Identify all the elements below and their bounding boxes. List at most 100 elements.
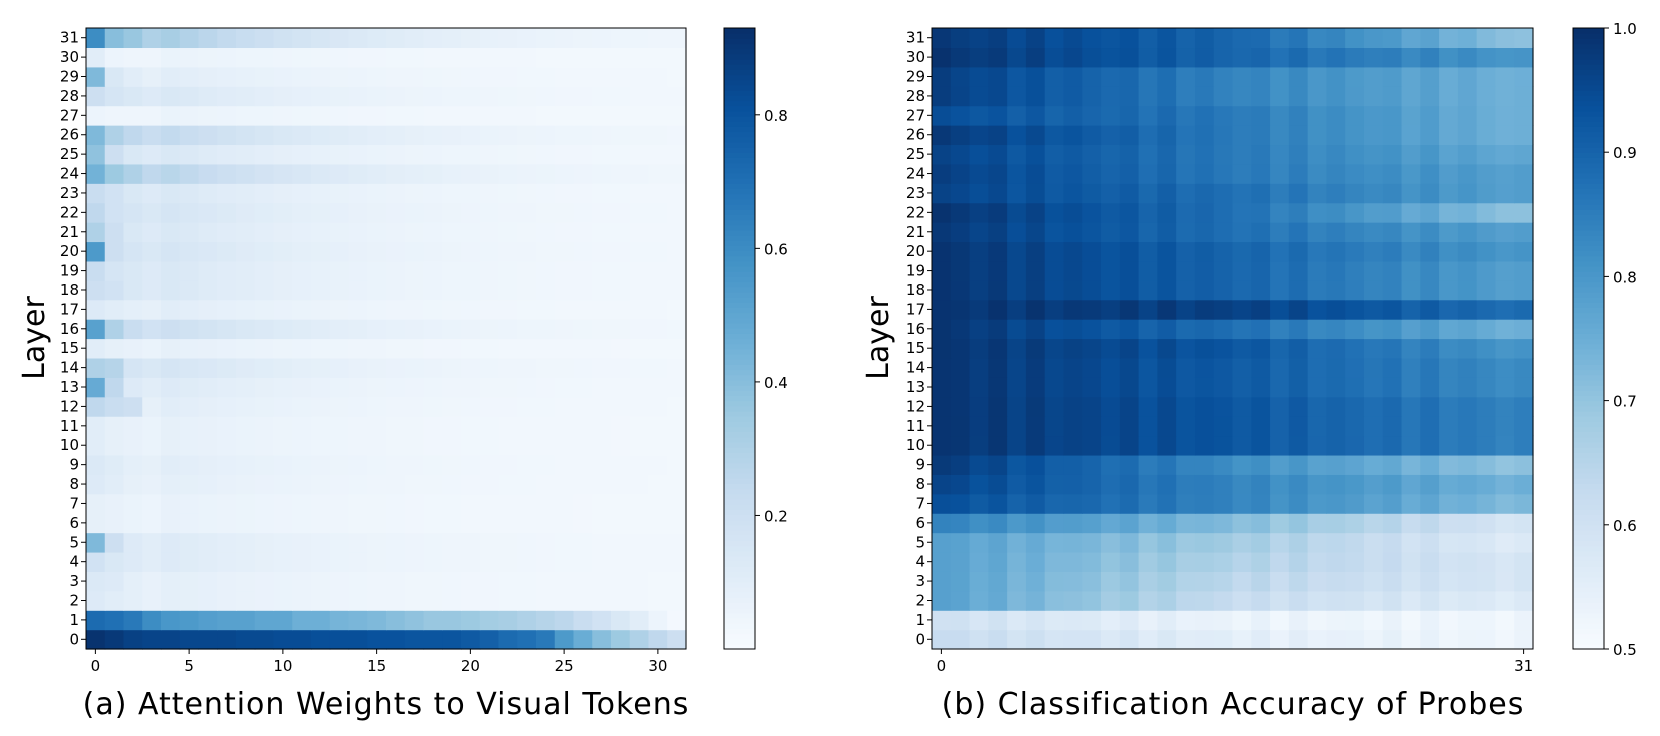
heatmap-b-cell-r12-c8 (1082, 396, 1102, 417)
heatmap-a-cell-r9-c23 (517, 454, 537, 475)
heatmap-a-cell-r1-c4 (161, 610, 181, 631)
heatmap-a-cell-r26-c22 (498, 125, 518, 146)
heatmap-a-cell-r23-c27 (592, 183, 612, 204)
colorbar-b-gradient-step-81 (1573, 224, 1604, 231)
heatmap-b-cell-r10-c16 (1232, 435, 1252, 456)
heatmap-b-cell-r31-c25 (1401, 28, 1421, 49)
heatmap-b-cell-r7-c25 (1401, 493, 1421, 514)
heatmap-a-cell-r6-c15 (367, 513, 387, 534)
heatmap-a-cell-r31-c7 (217, 28, 237, 49)
heatmap-b-cell-r27-c15 (1213, 105, 1234, 126)
heatmap-a-cell-r28-c10 (273, 86, 293, 107)
colorbar-a-gradient-step-94 (724, 157, 755, 164)
heatmap-a-cell-r22-c3 (142, 202, 162, 223)
colorbar-b-gradient-step-96 (1573, 147, 1604, 153)
heatmap-a-cell-r19-c11 (292, 260, 312, 281)
heatmap-a-cell-r8-c21 (479, 474, 500, 495)
heatmap-b-cell-r28-c19 (1288, 86, 1309, 107)
heatmap-b-cell-r24-c29 (1476, 163, 1497, 184)
colorbar-b-gradient-step-115 (1573, 48, 1604, 55)
heatmap-b-cell-r31-c6 (1044, 28, 1065, 49)
heatmap-a-cell-r19-c31 (667, 260, 687, 281)
heatmap-b-cell-r11-c3 (988, 416, 1008, 437)
heatmap-a-cell-r17-c15 (367, 299, 387, 320)
heatmap-b-cell-r20-c20 (1307, 241, 1328, 262)
heatmap-a-cell-r14-c26 (573, 357, 593, 378)
colorbar-b-gradient-step-106 (1573, 95, 1604, 102)
heatmap-b-cell-r28-c21 (1326, 86, 1346, 107)
heatmap-b-cell-r12-c23 (1363, 396, 1384, 417)
heatmap-b-cell-r9-c4 (1007, 454, 1027, 475)
heatmap-a-cell-r31-c13 (329, 28, 350, 49)
heatmap-b-cell-r8-c10 (1119, 474, 1140, 495)
heatmap-a-cell-r6-c0 (86, 513, 106, 534)
heatmap-a-cell-r9-c18 (423, 454, 443, 475)
colorbar-b-gradient-step-1 (1573, 638, 1604, 645)
colorbar-a-gradient-step-83 (724, 214, 755, 221)
heatmap-b-cell-r21-c13 (1176, 222, 1196, 243)
heatmap-a-cell-r4-c11 (292, 551, 312, 572)
heatmap-a-cell-r23-c23 (517, 183, 537, 204)
heatmap-b-cell-r18-c24 (1382, 280, 1403, 301)
heatmap-a-cell-r21-c8 (236, 222, 256, 243)
heatmap-a-cell-r8-c23 (517, 474, 537, 495)
heatmap-a-cell-r29-c7 (217, 66, 237, 87)
heatmap-a-cell-r31-c11 (292, 28, 312, 49)
heatmap-b-cell-r26-c30 (1495, 125, 1515, 146)
heatmap-b-cell-r2-c17 (1251, 590, 1271, 611)
colorbar-a-gradient-step-79 (724, 235, 755, 241)
colorbar-b-gradient-step-47 (1573, 400, 1604, 407)
heatmap-b-cell-r17-c17 (1251, 299, 1271, 320)
heatmap-a-cell-r31-c14 (348, 28, 368, 49)
heatmap-a-cell-r15-c8 (236, 338, 256, 359)
heatmap-b-cell-r5-c22 (1345, 532, 1365, 553)
colorbar-b-gradient-step-119 (1573, 28, 1604, 34)
heatmap-a-cell-r23-c18 (423, 183, 443, 204)
heatmap-b-cell-r29-c3 (988, 66, 1008, 87)
heatmap-b-cell-r11-c1 (950, 416, 971, 437)
heatmap-b-cell-r12-c0 (932, 396, 952, 417)
heatmap-a-cell-r0-c1 (104, 629, 125, 650)
heatmap-b-cell-r18-c16 (1232, 280, 1252, 301)
heatmap-b-cell-r2-c1 (950, 590, 971, 611)
heatmap-a-cell-r30-c23 (517, 47, 537, 68)
heatmap-a-cell-r16-c29 (629, 319, 650, 340)
heatmap-a-cell-r27-c2 (123, 105, 143, 126)
heatmap-a-cell-r9-c27 (592, 454, 612, 475)
heatmap-b-cell-r18-c21 (1326, 280, 1346, 301)
heatmap-b-cell-r11-c17 (1251, 416, 1271, 437)
heatmap-a-cell-r12-c31 (667, 396, 687, 417)
heatmap-a-cell-r16-c28 (611, 319, 631, 340)
heatmap-b-cell-r10-c4 (1007, 435, 1027, 456)
heatmap-b-cell-r23-c0 (932, 183, 952, 204)
heatmap-a-cell-r1-c8 (236, 610, 256, 631)
heatmap-b-cell-r7-c8 (1082, 493, 1102, 514)
heatmap-a-cell-r12-c30 (648, 396, 668, 417)
heatmap-a-cell-r21-c29 (629, 222, 650, 243)
heatmap-b-cell-r19-c20 (1307, 260, 1328, 281)
colorbar-b-gradient-step-45 (1573, 410, 1604, 417)
heatmap-b-cell-r18-c8 (1082, 280, 1102, 301)
heatmap-b-cell-r30-c28 (1457, 47, 1478, 68)
heatmap-b-cell-r0-c20 (1307, 629, 1328, 650)
heatmap-a-cell-r29-c1 (104, 66, 125, 87)
heatmap-a-cell-r3-c20 (461, 571, 481, 592)
heatmap-b-cell-r3-c31 (1514, 571, 1534, 592)
heatmap-b-cell-r9-c8 (1082, 454, 1102, 475)
heatmap-a-cell-r1-c21 (479, 610, 500, 631)
heatmap-a-cell-r19-c13 (329, 260, 350, 281)
colorbar-a-gradient-step-85 (724, 203, 755, 210)
heatmap-b-cell-r16-c18 (1270, 319, 1290, 340)
heatmap-a-cell-r5-c24 (536, 532, 556, 553)
heatmap-a-cell-r15-c23 (517, 338, 537, 359)
heatmap-a-cell-r26-c3 (142, 125, 162, 146)
heatmap-a-cell-r9-c0 (86, 454, 106, 475)
heatmap-b-cell-r17-c4 (1007, 299, 1027, 320)
heatmap-a-cell-r8-c22 (498, 474, 518, 495)
heatmap-b-cell-r2-c4 (1007, 590, 1027, 611)
heatmap-b-cell-r3-c0 (932, 571, 952, 592)
heatmap-a-cell-r1-c14 (348, 610, 368, 631)
heatmap-a-cell-r18-c7 (217, 280, 237, 301)
heatmap-b-cell-r6-c4 (1007, 513, 1027, 534)
heatmap-a-cell-r0-c30 (648, 629, 668, 650)
